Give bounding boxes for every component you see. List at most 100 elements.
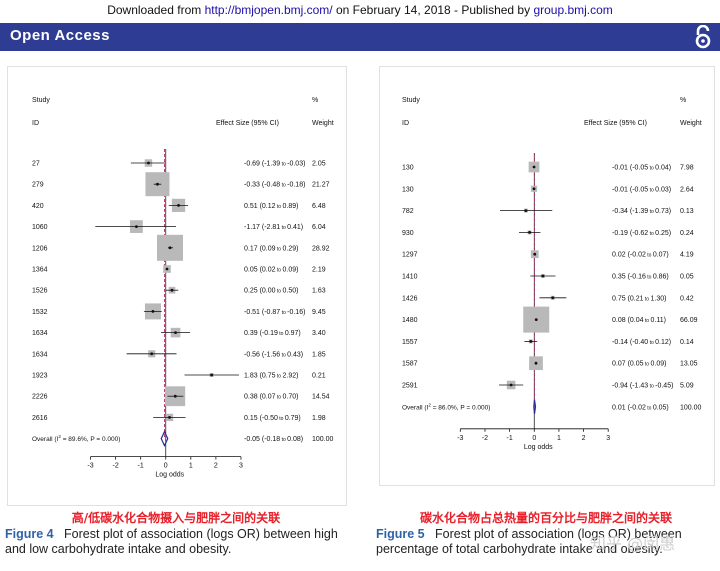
- study-point: [541, 274, 545, 278]
- study-id: 782: [402, 208, 414, 215]
- figure-4-label: Figure 4: [5, 527, 54, 541]
- study-point: [174, 331, 177, 334]
- x-tick-label: 1: [189, 463, 193, 470]
- study-id: 1410: [402, 274, 418, 281]
- study-effect-size: 0.39 (-0.19 to 0.97): [244, 330, 301, 337]
- study-id: 1557: [402, 339, 418, 346]
- publisher-link[interactable]: group.bmj.com: [533, 3, 613, 17]
- study-point: [168, 416, 171, 419]
- study-weight: 1.85: [312, 351, 326, 358]
- study-id: 279: [32, 182, 44, 189]
- study-point: [135, 225, 138, 229]
- study-point: [534, 318, 538, 321]
- study-id: 1526: [32, 288, 48, 295]
- study-weight: 14.54: [312, 394, 330, 401]
- study-point: [177, 204, 180, 207]
- study-point: [533, 252, 537, 256]
- download-prefix: Downloaded from: [107, 3, 205, 17]
- study-effect-size: 0.17 (0.09 to 0.29): [244, 245, 298, 252]
- header-weight: Weight: [312, 120, 334, 127]
- forest-plot-figure-4: Study ID Effect Size (95% CI)% Weight 27 -0.6…: [7, 66, 347, 506]
- open-access-banner: Open Access: [0, 23, 720, 51]
- open-access-lock-icon: [695, 25, 711, 49]
- study-weight: 21.27: [312, 182, 330, 189]
- study-weight: 2.64: [680, 186, 694, 193]
- study-id: 2226: [32, 394, 48, 401]
- header-effect-size: Effect Size (95% CI): [216, 120, 279, 127]
- study-id: 1634: [32, 330, 48, 337]
- study-effect-size: 0.25 (0.00 to 0.50): [244, 288, 298, 295]
- study-id: 1587: [402, 361, 418, 368]
- watermark: 知乎 @闵惠: [590, 534, 676, 553]
- study-weight: 7.98: [680, 165, 694, 172]
- x-tick-label: 2: [214, 463, 218, 470]
- overall-weight: 100.00: [312, 436, 334, 443]
- x-tick-label: 3: [239, 463, 243, 470]
- study-weight: 13.05: [680, 361, 698, 368]
- overall-diamond: [160, 430, 169, 448]
- study-weight: 4.19: [680, 252, 694, 259]
- overall-diamond: [533, 399, 537, 414]
- x-tick-label: -1: [507, 435, 513, 442]
- x-tick-label: 2: [582, 435, 586, 442]
- study-effect-size: -0.56 (-1.56 to 0.43): [244, 351, 303, 358]
- x-tick-label: -2: [482, 435, 488, 442]
- study-weight: 2.05: [312, 161, 326, 168]
- study-effect-size: -0.94 (-1.43 to -0.45): [612, 383, 673, 390]
- x-tick-label: -1: [138, 463, 144, 470]
- study-point: [509, 383, 513, 387]
- study-id: 130: [402, 165, 414, 172]
- figure-5-chinese-title: 碳水化合物占总热量的百分比与肥胖之间的关联: [419, 511, 672, 525]
- study-point: [150, 352, 154, 356]
- x-tick-label: 0: [532, 435, 536, 442]
- forest-plot-figure-5: Study ID Effect Size (95% CI)% Weight 130 -0.…: [379, 66, 715, 486]
- study-weight: 0.05: [680, 274, 694, 281]
- study-point: [210, 373, 214, 377]
- bmjopen-link[interactable]: http://bmjopen.bmj.com/: [204, 3, 333, 17]
- x-axis-label: Log odds: [155, 472, 184, 479]
- study-point: [170, 288, 174, 292]
- study-weight: 0.13: [680, 208, 694, 215]
- study-effect-size: -0.69 (-1.39 to -0.03): [244, 161, 305, 168]
- study-id: 420: [32, 203, 44, 210]
- study-point: [551, 296, 555, 300]
- banner-title: Open Access: [10, 27, 110, 44]
- x-axis-label: Log odds: [524, 444, 553, 451]
- study-weight: 3.40: [312, 330, 326, 337]
- study-effect-size: 0.51 (0.12 to 0.89): [244, 203, 298, 210]
- header-percent: %: [680, 97, 686, 104]
- study-effect-size: 0.08 (0.04 to 0.11): [612, 317, 666, 324]
- study-weight: 1.98: [312, 415, 326, 422]
- x-tick-label: 3: [606, 435, 610, 442]
- study-weight: 6.04: [312, 224, 326, 231]
- study-point: [532, 165, 536, 169]
- study-effect-size: -1.17 (-2.81 to 0.41): [244, 224, 303, 231]
- study-effect-size: -0.14 (-0.40 to 0.12): [612, 339, 671, 346]
- study-point: [151, 310, 155, 313]
- download-notice: Downloaded from http://bmjopen.bmj.com/ …: [0, 3, 720, 17]
- study-effect-size: -0.01 (-0.05 to 0.04): [612, 165, 671, 172]
- study-point: [524, 209, 528, 213]
- figure-5-caption-text: Forest plot of association (logs OR) bet…: [376, 527, 682, 556]
- study-weight: 1.63: [312, 288, 326, 295]
- study-weight: 0.21: [312, 373, 326, 380]
- study-id: 1532: [32, 309, 48, 316]
- overall-effect-size: -0.05 (-0.18 to 0.08): [244, 436, 303, 443]
- study-point: [173, 394, 177, 398]
- figure-4-caption: Figure 4 Forest plot of association (log…: [5, 527, 350, 557]
- study-effect-size: 0.15 (-0.50 to 0.79): [244, 415, 301, 422]
- study-id: 1634: [32, 351, 48, 358]
- study-id: 130: [402, 186, 414, 193]
- figure-4-caption-text: Forest plot of association (logs OR) bet…: [5, 527, 338, 556]
- study-effect-size: -0.01 (-0.05 to 0.03): [612, 186, 671, 193]
- study-id: 930: [402, 230, 414, 237]
- x-tick-label: 1: [557, 435, 561, 442]
- study-effect-size: -0.33 (-0.48 to -0.18): [244, 182, 305, 189]
- header-weight: Weight: [680, 120, 702, 127]
- study-point: [534, 361, 538, 365]
- study-id: 1297: [402, 252, 418, 259]
- overall-label: Overall (I2 = 86.0%, P = 0.000): [402, 402, 490, 411]
- study-point: [532, 187, 536, 191]
- header-study: Study: [32, 97, 50, 104]
